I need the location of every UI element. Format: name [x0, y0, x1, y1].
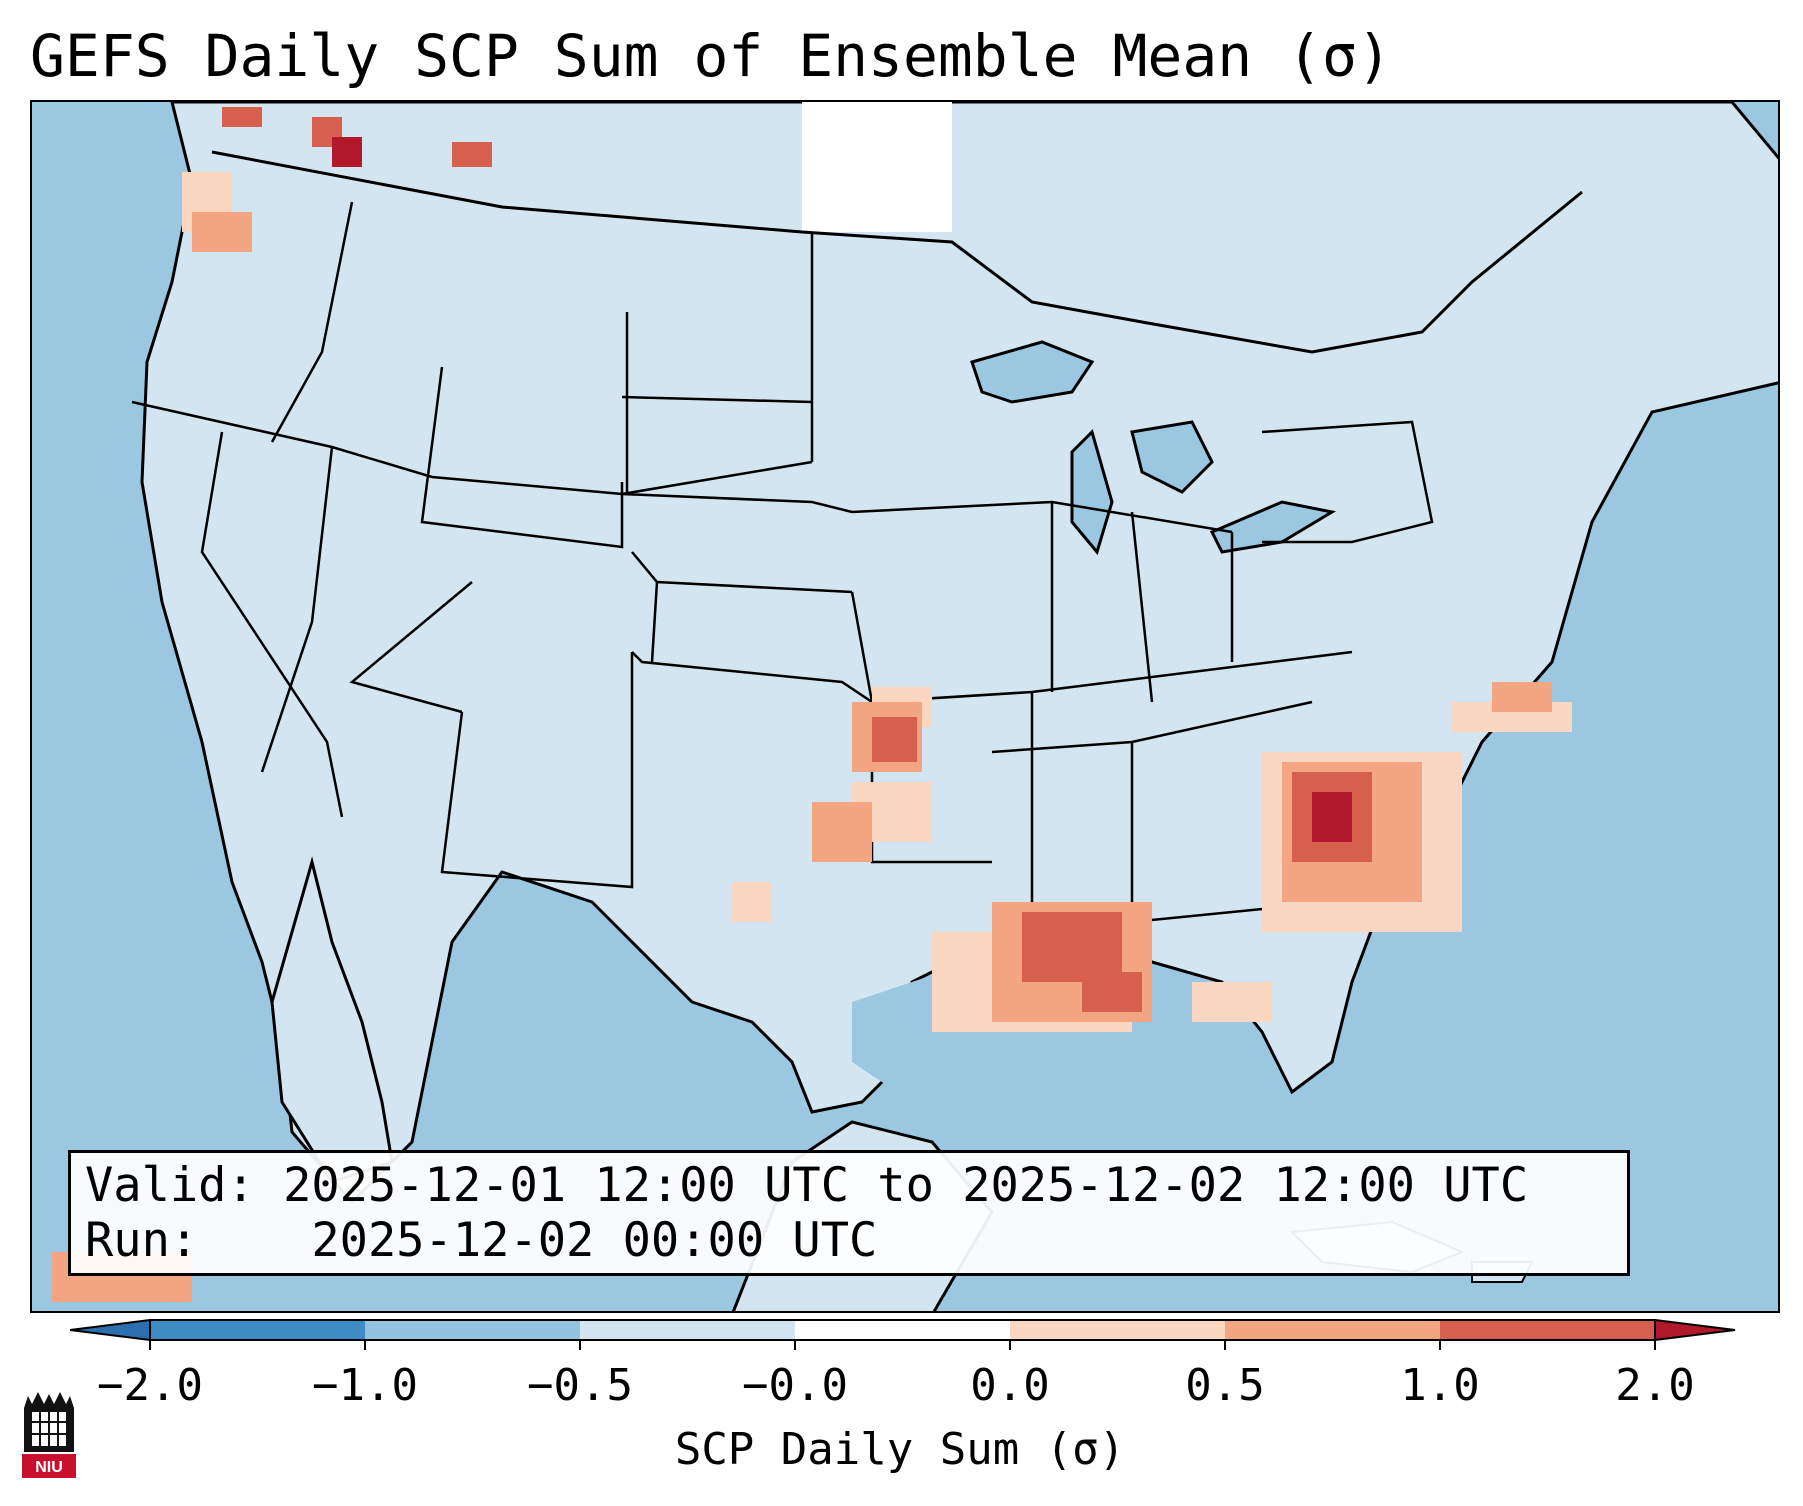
state-borders [131, 201, 1434, 942]
colorbar [70, 1318, 1736, 1350]
map-panel [30, 100, 1780, 1313]
colorbar-bin-4 [795, 1320, 1010, 1340]
valid-run-info-box: Valid: 2025-12-01 12:00 UTC to 2025-12-0… [68, 1150, 1630, 1276]
colorbar-tick-label: −0.0 [742, 1360, 848, 1411]
great-lakes [970, 340, 1337, 556]
scp-anomaly-patches [52, 107, 1572, 1302]
colorbar-tick-label: 0.5 [1185, 1360, 1265, 1411]
colorbar-tick-label: 0.0 [970, 1360, 1050, 1411]
run-time: 2025-12-02 00:00 UTC [311, 1213, 878, 1268]
niu-logo: NIU [22, 1392, 76, 1478]
colorbar-bin-3 [580, 1320, 795, 1340]
colorbar-tick-label: −2.0 [97, 1360, 203, 1411]
colorbar-bin-7 [1440, 1320, 1655, 1340]
missing-data-region [802, 102, 952, 232]
valid-time-range: 2025-12-01 12:00 UTC to 2025-12-02 12:00… [283, 1158, 1529, 1213]
map-canvas [32, 102, 1778, 1311]
colorbar-tick-label: 1.0 [1400, 1360, 1480, 1411]
colorbar-bin-6 [1225, 1320, 1440, 1340]
colorbar-title: SCP Daily Sum (σ) [674, 1424, 1126, 1475]
colorbar-bin-above-max [1654, 1318, 1736, 1342]
colorbar-bin-5 [1010, 1320, 1225, 1340]
colorbar-tick-label: −0.5 [527, 1360, 633, 1411]
colorbar-bin-2 [365, 1320, 580, 1340]
colorbar-bin-1 [150, 1320, 365, 1340]
colorbar-tick-label: −1.0 [312, 1360, 418, 1411]
svg-text:NIU: NIU [35, 1459, 63, 1476]
valid-label: Valid: [85, 1158, 255, 1213]
colorbar-bin-below-min [70, 1318, 151, 1342]
colorbar-ticks [149, 1340, 1656, 1350]
run-label: Run: [85, 1213, 199, 1268]
us-canada-border [211, 150, 1583, 354]
colorbar-tick-label: 2.0 [1615, 1360, 1695, 1411]
map-title: GEFS Daily SCP Sum of Ensemble Mean (σ) [30, 22, 1392, 90]
